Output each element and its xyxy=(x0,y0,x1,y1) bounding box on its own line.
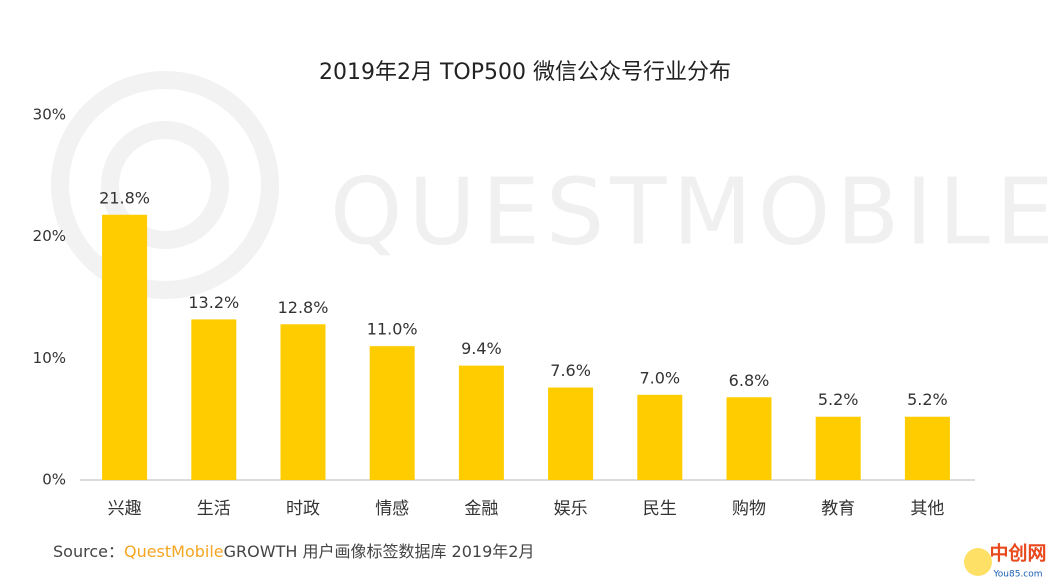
source-brand: QuestMobile xyxy=(124,542,224,561)
x-tick-label: 生活 xyxy=(197,499,231,519)
value-label: 11.0% xyxy=(367,320,418,339)
bar xyxy=(458,365,504,480)
logo-site: You85.com xyxy=(992,570,1042,580)
value-label: 7.6% xyxy=(550,361,591,380)
bar xyxy=(548,387,594,480)
value-label: 21.8% xyxy=(99,188,150,207)
y-tick-label: 0% xyxy=(42,471,66,489)
bar xyxy=(815,416,861,480)
logo-name: 中创网 xyxy=(989,542,1046,565)
value-label: 6.8% xyxy=(729,371,770,390)
bar xyxy=(280,324,326,480)
bar xyxy=(102,214,148,480)
y-tick-label: 10% xyxy=(33,349,66,367)
x-tick-label: 情感 xyxy=(375,499,409,519)
x-tick-label: 民生 xyxy=(643,499,677,519)
bar xyxy=(191,319,237,480)
y-tick-label: 20% xyxy=(33,227,66,245)
x-tick-label: 其他 xyxy=(910,499,944,519)
bar xyxy=(726,397,772,480)
value-label: 9.4% xyxy=(461,339,502,358)
value-label: 7.0% xyxy=(639,368,680,387)
x-tick-label: 时政 xyxy=(286,499,320,519)
x-tick-label: 购物 xyxy=(732,499,766,519)
x-tick-label: 教育 xyxy=(821,499,855,519)
x-tick-label: 娱乐 xyxy=(554,499,588,519)
value-label: 13.2% xyxy=(188,293,239,312)
source: Source：QuestMobileGROWTH 用户画像标签数据库 2019年… xyxy=(53,542,534,561)
x-tick-label: 金融 xyxy=(464,499,498,519)
y-tick-label: 30% xyxy=(33,106,66,124)
value-label: 5.2% xyxy=(907,390,948,409)
logo-icon xyxy=(964,548,992,576)
bar xyxy=(904,416,950,480)
source-rest: GROWTH 用户画像标签数据库 2019年2月 xyxy=(224,542,535,561)
value-label: 5.2% xyxy=(818,390,859,409)
watermark: QUESTMOBILE xyxy=(330,158,1050,265)
bar xyxy=(637,394,683,480)
value-label: 12.8% xyxy=(278,298,329,317)
chart-title: 2019年2月 TOP500 微信公众号行业分布 xyxy=(319,60,731,85)
x-tick-label: 兴趣 xyxy=(108,499,142,519)
bar xyxy=(369,346,415,480)
source-prefix: Source： xyxy=(53,542,124,561)
watermark-ring xyxy=(101,121,229,249)
watermark-ring xyxy=(51,71,279,299)
